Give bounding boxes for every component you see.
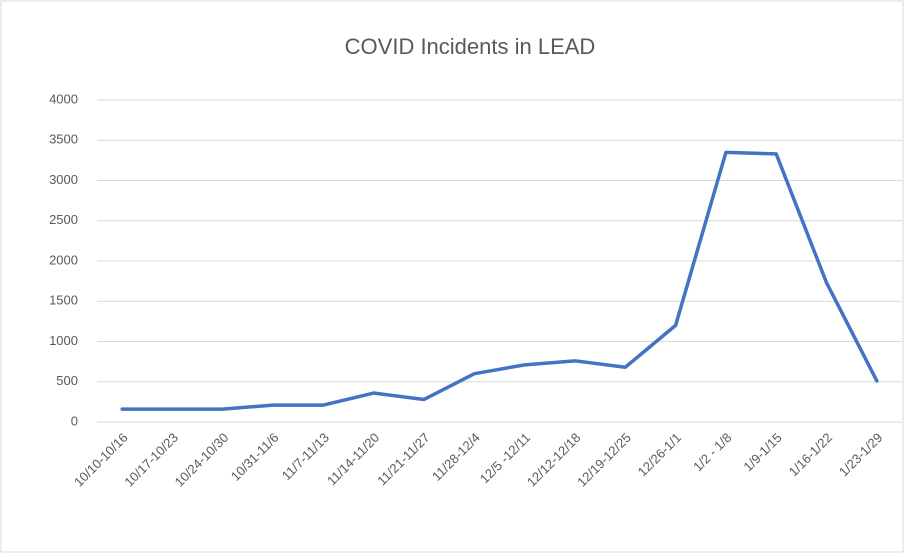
y-tick-label: 1500: [49, 293, 78, 308]
y-tick-label: 1000: [49, 333, 78, 348]
y-tick-label: 3000: [49, 172, 78, 187]
y-tick-label: 0: [71, 413, 78, 428]
y-tick-label: 500: [56, 373, 78, 388]
y-tick-label: 2500: [49, 212, 78, 227]
y-tick-label: 2000: [49, 252, 78, 267]
data-line: [120, 150, 879, 411]
chart-title: COVID Incidents in LEAD: [345, 34, 596, 59]
y-tick-label: 4000: [49, 91, 78, 106]
y-tick-label: 3500: [49, 132, 78, 147]
